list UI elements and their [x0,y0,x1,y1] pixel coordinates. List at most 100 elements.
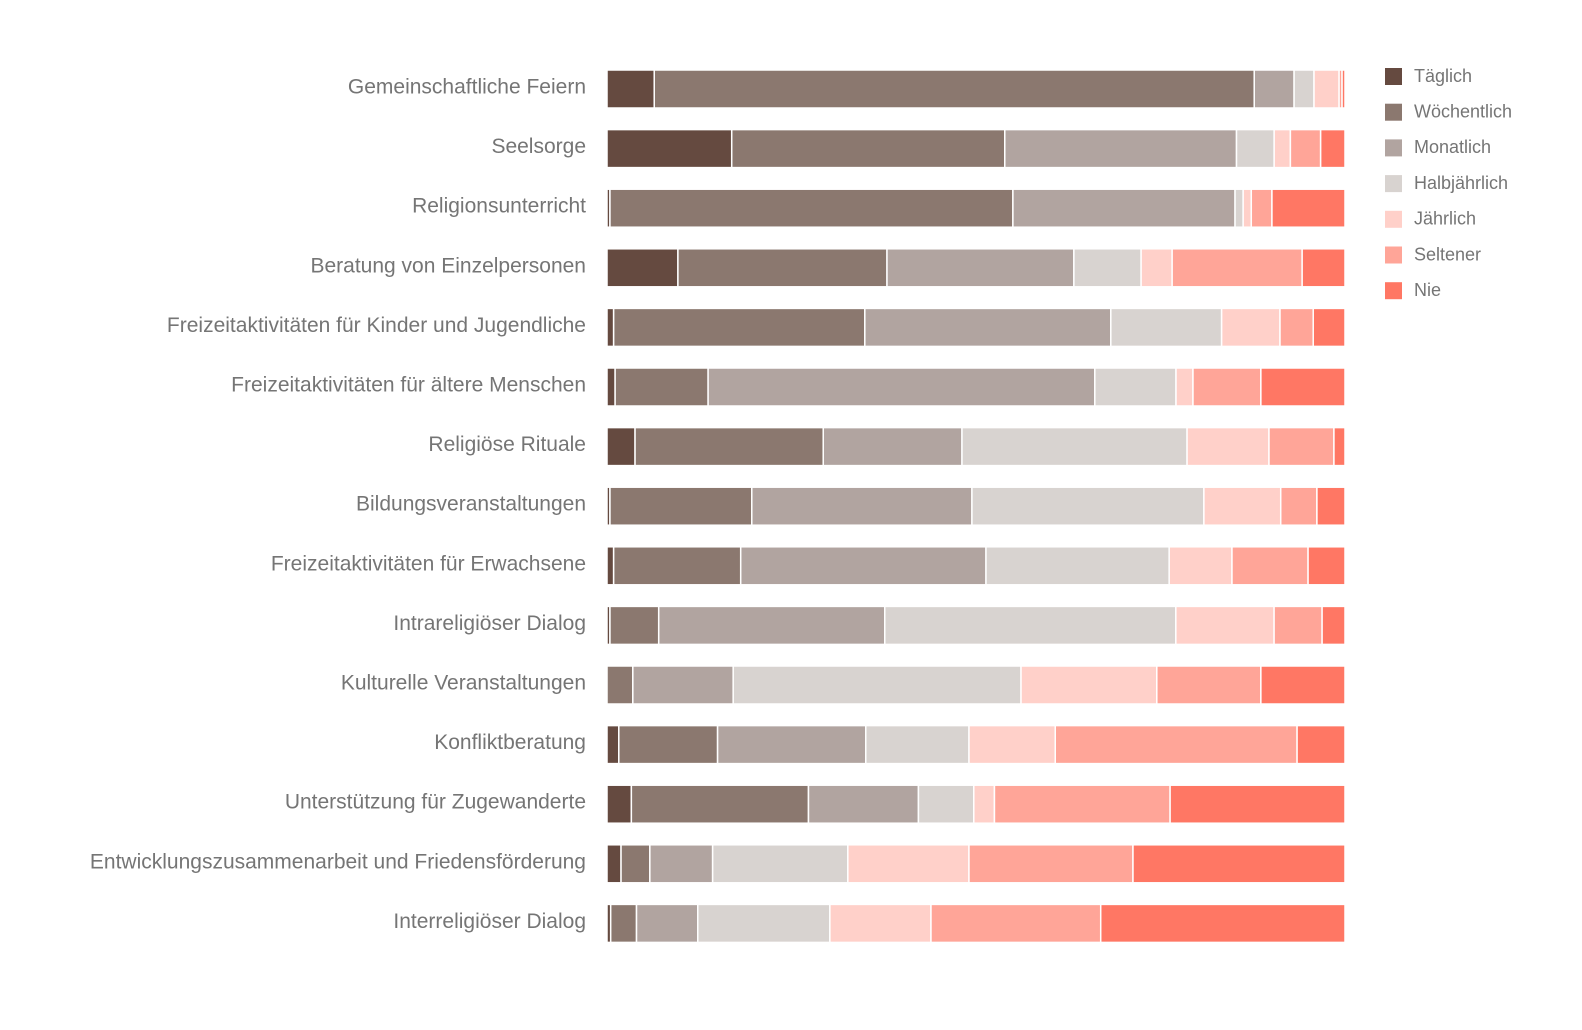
bar-segment [1273,128,1292,169]
bar-segment [1341,69,1346,109]
bar-segment [968,844,1134,884]
bar-segment [1279,486,1318,526]
category-label: Freizeitaktivitäten für Erwachsene [271,552,586,575]
bar-segment [635,903,699,944]
category-label: Beratung von Einzelpersonen [310,254,586,277]
bar-segment [606,844,622,884]
category-label: Interreligiöser Dialog [393,910,586,933]
bar-segment [609,605,660,646]
bar-segment [1296,724,1346,765]
bar-segment [606,307,615,348]
category-label: Bildungsveranstaltungen [356,493,586,516]
legend-label: Monatlich [1414,137,1491,157]
bar-segment [1319,128,1346,169]
legend-swatch [1385,68,1402,85]
bar-segment [1312,307,1346,348]
bar-segment [606,248,679,288]
category-label: Religionsunterricht [412,195,586,218]
bar-segment [657,605,886,646]
bar-segment [751,486,973,526]
bar-segment [732,665,1022,705]
bar-segment [1020,665,1158,705]
bar-segment [1268,426,1335,467]
bar-segment [1321,605,1346,646]
bar-segment [730,128,1006,169]
bar-segment [971,486,1205,526]
bar-segment [618,724,719,765]
bar-segment [711,844,849,884]
bar-segment [864,307,1112,348]
bar-segment [1301,248,1346,288]
bar-segment [609,188,1014,228]
bar-segment [807,784,920,824]
bar-segment [620,844,651,884]
legend-swatch [1385,210,1402,228]
legend-swatch [1385,246,1402,264]
legend-label: Wöchentlich [1414,101,1512,121]
bar-segment [606,546,615,586]
bar-segment [609,486,753,526]
bar-segment [993,784,1171,824]
bar-segment [606,724,620,765]
bar-segment [697,903,831,944]
bar-segment [1168,546,1233,586]
bar-segment [1333,426,1346,467]
bar-segment [739,546,987,586]
legend-label: Halbjährlich [1414,173,1508,193]
legend-swatch [1385,103,1402,121]
bar-segment [1171,248,1303,288]
bar-segment [606,784,633,824]
bar-segment [1099,903,1346,944]
bar-segment [917,784,975,824]
category-label: Konfliktberatung [434,731,586,754]
bar-segment [884,605,1177,646]
bar-segment [612,546,742,586]
legend-label: Täglich [1414,66,1472,86]
category-label: Freizeitaktivitäten für ältere Menschen [231,374,586,397]
bar-segment [1094,367,1177,407]
bar-segment [649,844,714,884]
bar-segment [632,665,734,705]
bar-segment [1175,367,1194,407]
bar-segment [1169,784,1346,824]
bar-segment [606,665,634,705]
bar-segment [1004,128,1238,169]
bar-segment [1289,128,1322,169]
bar-segment [630,784,810,824]
legend-label: Nie [1414,280,1441,300]
bar-segment [1316,486,1346,526]
category-label: Seelsorge [491,135,586,158]
bar-segment [1260,665,1346,705]
bar-segment [968,724,1057,765]
bar-segment [1175,605,1275,646]
category-label: Entwicklungszusammenarbeit und Friedensf… [90,850,586,873]
bar-segment [1156,665,1262,705]
bar-segment [1271,188,1346,228]
bar-segment [1054,724,1298,765]
bar-segment [1235,128,1275,169]
legend-swatch [1385,175,1402,193]
bar-segment [1250,188,1273,228]
bar-segment [886,248,1075,288]
bar-segment [677,248,888,288]
bar-segment [1203,486,1282,526]
bar-segment [707,367,1096,407]
bar-segment [609,903,638,944]
bar-segment [1140,248,1173,288]
bar-segment [1234,188,1244,228]
bar-segment [1110,307,1223,348]
bar-segment [612,307,866,348]
bar-segment [1186,426,1270,467]
bar-segment [1132,844,1346,884]
category-label: Freizeitaktivitäten für Kinder und Jugen… [167,314,586,337]
bar-segment [829,903,932,944]
bar-segment [606,426,636,467]
legend: Täglich Wöchentlich Monatlich Halbjährlich J… [1385,66,1512,300]
bar-segment [1231,546,1309,586]
bar-segment [822,426,963,467]
category-label: Kulturelle Veranstaltungen [341,672,586,695]
bar-segment [614,367,709,407]
legend-swatch [1385,282,1402,300]
bar-segment [847,844,970,884]
bar-segment [716,724,867,765]
